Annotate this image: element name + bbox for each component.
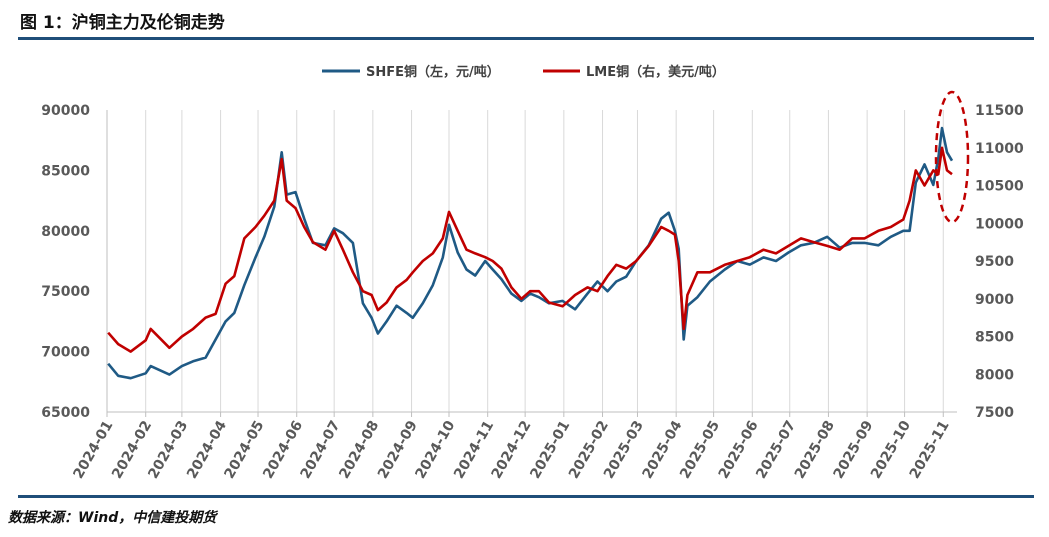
right-y-tick-label: 11000 bbox=[975, 141, 1024, 157]
highlight-ellipse bbox=[934, 90, 970, 224]
source-note: 数据来源：Wind，中信建投期货 bbox=[8, 510, 217, 526]
title-rule bbox=[18, 37, 1034, 40]
grid-lines bbox=[106, 110, 944, 412]
series-layer bbox=[107, 126, 954, 380]
right-y-tick-label: 9000 bbox=[975, 292, 1014, 308]
left-y-tick-label: 90000 bbox=[41, 103, 90, 119]
series-line-shfe bbox=[107, 126, 954, 380]
x-axis: 2024-012024-022024-032024-042024-052024-… bbox=[70, 411, 957, 482]
right-y-tick-label: 11500 bbox=[975, 103, 1024, 119]
left-y-tick-label: 75000 bbox=[41, 284, 90, 300]
left-y-axis: 65000 70000 75000 80000 85000 90000 bbox=[41, 103, 108, 421]
footer-rule bbox=[18, 495, 1034, 498]
x-tick-label: 2025-11 bbox=[907, 418, 953, 482]
legend-label-shfe: SHFE铜（左，元/吨） bbox=[366, 64, 500, 80]
left-y-tick-label: 85000 bbox=[41, 163, 90, 179]
legend-label-lme: LME铜（右，美元/吨） bbox=[586, 64, 725, 80]
right-y-tick-label: 10000 bbox=[975, 216, 1024, 232]
left-y-tick-label: 70000 bbox=[41, 345, 90, 361]
right-y-tick-label: 9500 bbox=[975, 254, 1014, 270]
right-y-tick-label: 8500 bbox=[975, 330, 1014, 346]
right-y-tick-label: 7500 bbox=[975, 405, 1014, 421]
right-y-tick-label: 8000 bbox=[975, 367, 1014, 383]
figure-title: 图 1：沪铜主力及伦铜走势 bbox=[20, 13, 225, 33]
right-y-axis: 7500 8000 8500 9000 9500 10000 10500 11000 11500 bbox=[975, 103, 1024, 421]
left-y-tick-label: 65000 bbox=[41, 405, 90, 421]
right-y-tick-label: 10500 bbox=[975, 179, 1024, 195]
line-chart: 65000 70000 75000 80000 85000 90000 7500 8000 8… bbox=[41, 64, 1024, 482]
legend: SHFE铜（左，元/吨） LME铜（右，美元/吨） bbox=[322, 64, 725, 80]
series-line-lme bbox=[107, 146, 953, 353]
left-y-tick-label: 80000 bbox=[41, 224, 90, 240]
